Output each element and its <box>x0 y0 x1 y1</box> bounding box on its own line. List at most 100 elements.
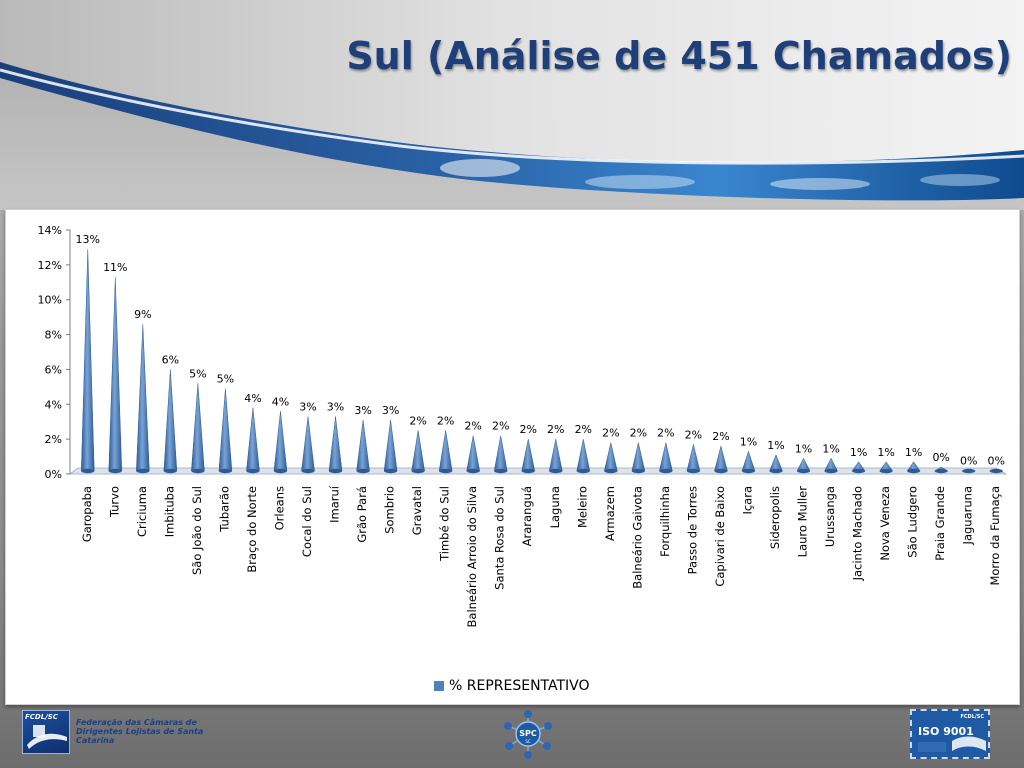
bar-cone-base <box>741 468 755 474</box>
data-label: 1% <box>767 439 784 452</box>
x-tick-label: Lauro Muller <box>796 486 810 558</box>
x-tick-label: Sombrio <box>383 486 397 534</box>
fcdl-logo-text: Federação das Câmaras de Dirigentes Loji… <box>76 718 204 745</box>
x-tick-label: Balneário Gaivota <box>630 486 644 589</box>
bar-cone <box>576 439 591 472</box>
bar-cone <box>81 249 95 472</box>
bar-cone <box>191 383 205 472</box>
x-tick-label: Orleans <box>272 486 286 530</box>
x-tick-label: Içara <box>740 486 754 515</box>
bar-cone-base <box>604 468 618 474</box>
legend-swatch <box>434 681 444 691</box>
x-tick-label: Urussanga <box>823 486 837 547</box>
bar-cone <box>301 416 315 472</box>
bar-cone-base <box>411 468 425 474</box>
bar-cone-base <box>246 468 260 474</box>
data-label: 5% <box>189 367 206 380</box>
x-tick-label: Imaruí <box>328 485 342 523</box>
bar-cone-base <box>108 468 122 474</box>
bar-series <box>81 249 1003 474</box>
data-label: 3% <box>382 404 399 417</box>
x-tick-label: Gravatal <box>410 486 424 535</box>
bar-cone <box>411 430 425 472</box>
x-tick-label: Imbituba <box>162 486 176 537</box>
certification-seal-icon <box>918 736 986 752</box>
chart-legend: % REPRESENTATIVO <box>434 678 590 694</box>
bar-cone-base <box>797 468 811 474</box>
data-label: 2% <box>685 428 702 441</box>
fcdl-swoosh-icon <box>27 725 67 749</box>
x-tick-label: Capivari de Baixo <box>713 486 727 587</box>
bar-cone <box>493 435 508 472</box>
bar-cone-base <box>466 468 480 474</box>
bar-cone-base <box>384 468 398 474</box>
x-tick-label: Laguna <box>548 486 562 528</box>
bar-cone <box>686 444 701 472</box>
data-label: 2% <box>520 423 537 436</box>
header-swoosh-graphic <box>0 0 1024 210</box>
bar-cone <box>383 419 398 472</box>
x-tick-label: Criciuma <box>135 486 149 537</box>
data-label: 1% <box>850 446 867 459</box>
x-tick-label: Turvo <box>107 486 121 518</box>
data-label: 4% <box>244 392 261 405</box>
bar-cone-base <box>824 468 838 474</box>
spc-molecule-icon: SPC SC <box>504 710 552 759</box>
bar-cone-base <box>218 468 232 474</box>
data-label: 1% <box>905 446 922 459</box>
x-tick-label: Braço do Norte <box>245 486 259 573</box>
data-label: 3% <box>354 404 371 417</box>
y-tick-label: 6% <box>45 363 62 376</box>
bar-cone-base <box>769 468 783 474</box>
x-tick-label: São João do Sul <box>190 486 204 575</box>
bar-cone <box>659 442 673 472</box>
x-tick-label: Morro da Fumaça <box>988 486 1002 586</box>
slide-header: Sul (Análise de 451 Chamados) <box>0 0 1024 210</box>
bar-cone-base <box>962 468 976 474</box>
y-tick-label: 10% <box>38 294 62 307</box>
chart-panel: 0% 2% 4% 6% 8% 10% 12% 14% 13% 11% 9% 6% 5% 5% 4% 4% 3%… <box>5 209 1020 705</box>
fcdl-logo-icon: FCDL/SC <box>22 710 70 754</box>
data-label: 9% <box>134 308 151 321</box>
bar-cone-base <box>136 468 150 474</box>
x-tick-label: Tubarão <box>217 486 231 533</box>
spc-logo-text: SPC <box>519 729 537 738</box>
iso-seal-tag: FCDL/SC <box>960 714 984 720</box>
bar-cone-base <box>81 468 95 474</box>
chart-floor <box>68 467 1008 475</box>
data-label: 0% <box>932 451 949 464</box>
data-label: 0% <box>988 455 1005 468</box>
data-label: 3% <box>299 400 316 413</box>
x-tick-label: Santa Rosa do Sul <box>493 486 507 590</box>
y-tick-label: 8% <box>45 329 62 342</box>
bar-cone <box>328 416 343 472</box>
bar-cone <box>356 419 370 472</box>
x-tick-label: Nova Veneza <box>878 486 892 561</box>
data-label: 2% <box>547 423 564 436</box>
x-tick-label: Sideropolis <box>768 486 782 549</box>
bar-cone <box>548 439 563 472</box>
bar-cone-base <box>989 468 1003 474</box>
data-label: 2% <box>630 427 647 440</box>
bar-cone-base <box>521 468 535 474</box>
y-tick-label: 0% <box>45 468 62 481</box>
x-tick-label: Praia Grande <box>933 486 947 561</box>
bar-cone-base <box>191 468 205 474</box>
bar-cone <box>163 369 178 472</box>
data-label: 1% <box>822 442 839 455</box>
fcdl-logo: FCDL/SC Federação das Câmaras de Dirigen… <box>22 710 203 758</box>
data-label: 3% <box>327 400 344 413</box>
bar-cone <box>769 454 783 472</box>
bar-cone <box>466 435 480 472</box>
y-tick-label: 2% <box>45 433 62 446</box>
data-label: 1% <box>877 446 894 459</box>
bar-cone-base <box>494 468 508 474</box>
data-label: 4% <box>272 395 289 408</box>
x-tick-label: Cocal do Sul <box>300 486 314 557</box>
bar-cone <box>741 450 756 472</box>
data-labels: 13% 11% 9% 6% 5% 5% 4% 4% 3% 3% 3% 3% 2% 2% 2% 2% 2% 2% 2%… <box>76 233 1005 467</box>
bar-cone-base <box>659 468 673 474</box>
bar-cone-base <box>163 468 177 474</box>
slide-footer: FCDL/SC Federação das Câmaras de Dirigen… <box>0 706 1024 768</box>
spc-logo: SPC SC <box>500 708 556 760</box>
